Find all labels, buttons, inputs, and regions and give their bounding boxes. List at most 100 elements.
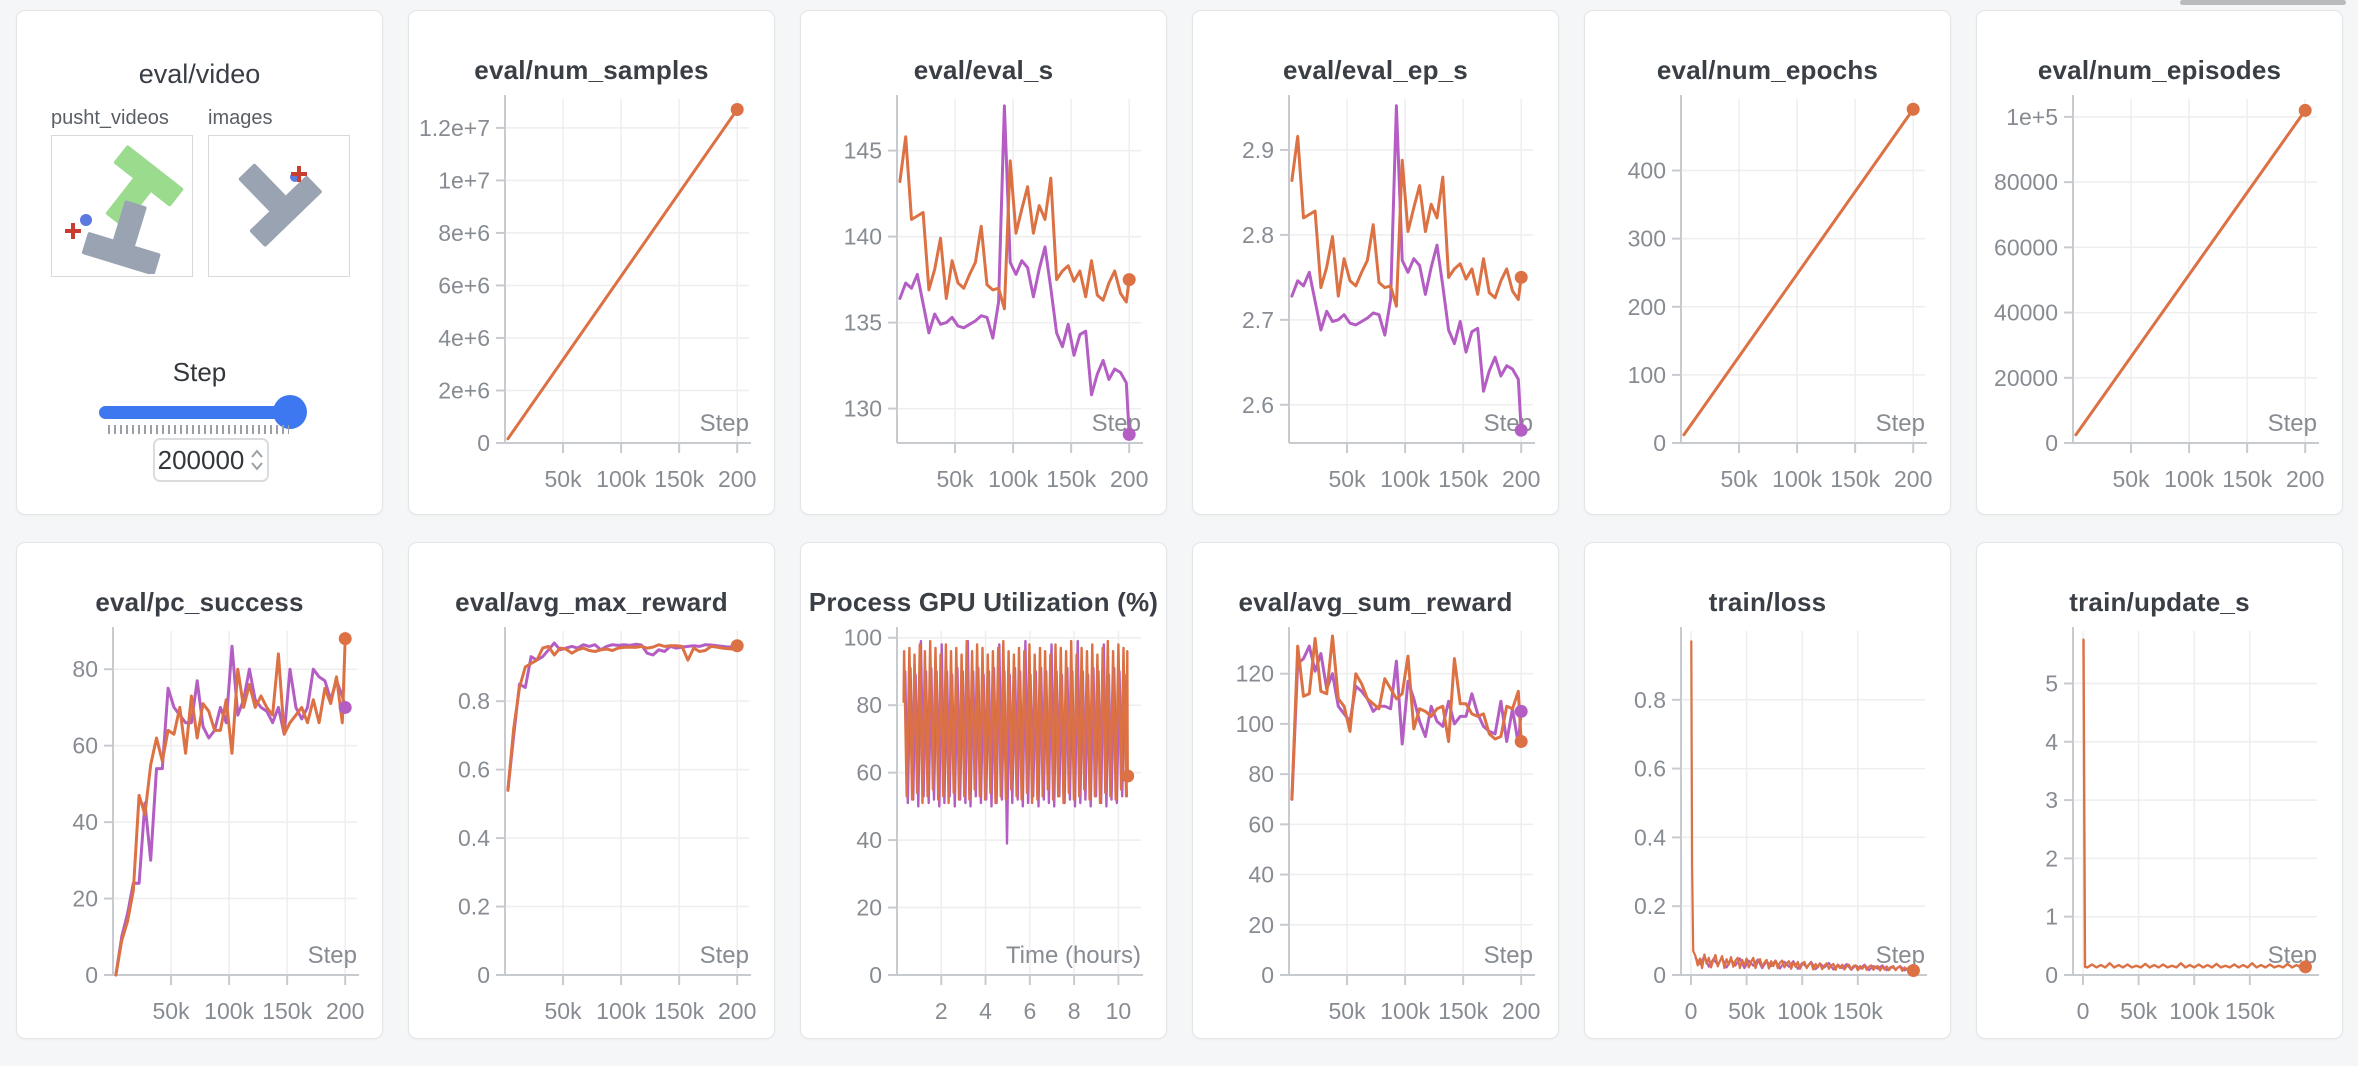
- x-axis-title: Step: [700, 942, 749, 969]
- x-tick-label: 150k: [1438, 998, 1488, 1024]
- panel-gpu-utilization[interactable]: Process GPU Utilization (%) 0 20 40 60 80 100…: [800, 542, 1167, 1039]
- series-orange-line: [1290, 134, 1523, 308]
- y-tick-label: 140: [844, 224, 882, 250]
- series-orange-endpoint-dot: [1906, 102, 1920, 116]
- y-tick-label: 0.4: [1634, 824, 1666, 850]
- target-cross-icon: [65, 223, 81, 239]
- chart-title: eval/num_samples: [474, 55, 709, 85]
- x-tick-label: 150k: [1438, 466, 1488, 492]
- y-tick-label: 100: [1236, 711, 1274, 737]
- x-tick-label: 150k: [262, 998, 312, 1024]
- y-tick-label: 4: [2045, 729, 2058, 755]
- panel-train-loss[interactable]: train/loss 0 0.2 0.4 0.6 0.8 0 50k 100k 150k Step: [1584, 542, 1951, 1039]
- chevron-up-down-icon[interactable]: [250, 448, 264, 472]
- gray-t-shape: [81, 200, 161, 276]
- chart-avg-max-reward[interactable]: 0 0.2 0.4 0.6 0.8 50k 100k 150k 200 Step: [409, 623, 775, 1033]
- slider-tick-marks: [108, 425, 289, 434]
- series-orange-line: [898, 135, 1131, 311]
- y-tick-label: 0.2: [458, 894, 490, 920]
- y-tick-label: 4e+6: [438, 325, 490, 351]
- media-label-pusht-videos: pusht_videos: [51, 107, 169, 129]
- y-tick-label: 0.2: [1634, 893, 1666, 919]
- panel-eval-num-samples[interactable]: eval/num_samples 0 2e+6 4e+6 6e+6 8e+6 1e+7 1.…: [408, 10, 775, 515]
- x-tick-label: 0: [1685, 998, 1698, 1024]
- video-thumbnail-pusht[interactable]: [51, 135, 193, 277]
- series-orange-endpoint-dot: [338, 632, 352, 646]
- series-orange-line: [1682, 107, 1915, 437]
- chart-title: eval/num_epochs: [1656, 55, 1879, 85]
- chart-num-samples[interactable]: 0 2e+6 4e+6 6e+6 8e+6 1e+7 1.2e+7 50k 100k 150k 20…: [409, 91, 775, 501]
- chart-title: eval/avg_max_reward: [455, 587, 728, 617]
- y-tick-label: 0: [1653, 430, 1666, 456]
- series-orange-line: [2082, 638, 2307, 969]
- y-tick-label: 1: [2045, 904, 2058, 930]
- y-tick-label: 80: [856, 692, 882, 718]
- y-tick-label: 2.8: [1242, 222, 1274, 248]
- step-value-input[interactable]: 200000: [153, 438, 269, 482]
- x-tick-label: 100k: [1380, 998, 1430, 1024]
- panel-eval-video[interactable]: eval/video pusht_videos images: [16, 10, 383, 515]
- chart-title: eval/avg_sum_reward: [1238, 587, 1513, 617]
- series-orange-endpoint-dot: [1514, 270, 1528, 284]
- x-tick-label: 50k: [153, 998, 191, 1024]
- panel-eval-num-episodes[interactable]: eval/num_episodes 0 20000 40000 60000 80000 1…: [1976, 10, 2343, 515]
- x-tick-label: 200: [2286, 466, 2324, 492]
- y-tick-label: 0: [1653, 962, 1666, 988]
- series-purple-line: [1290, 644, 1523, 801]
- y-tick-label: 130: [844, 396, 882, 422]
- x-tick-label: 200: [1894, 466, 1932, 492]
- x-tick-label: 200: [1502, 466, 1540, 492]
- stepper-buttons[interactable]: [250, 448, 264, 472]
- series-purple-endpoint-dot: [338, 700, 352, 714]
- x-tick-label: 50k: [2120, 998, 2158, 1024]
- y-tick-label: 2: [2045, 845, 2058, 871]
- series-orange-line: [902, 639, 1129, 805]
- step-slider-track[interactable]: [99, 395, 307, 429]
- step-slider-label: Step: [172, 357, 227, 387]
- panel-eval-eval-s[interactable]: eval/eval_s 130 135 140 145 50k 100k 150k 200 St…: [800, 10, 1167, 515]
- target-cross-icon: [291, 166, 307, 182]
- y-tick-label: 145: [844, 138, 882, 164]
- series-orange-endpoint-dot: [730, 103, 744, 117]
- step-slider-thumb[interactable]: [273, 395, 307, 429]
- chart-gpu-utilization[interactable]: 0 20 40 60 80 100 2 4 6 8 10 Time (hours): [801, 623, 1167, 1033]
- panel-eval-avg-sum-reward[interactable]: eval/avg_sum_reward 0 20 40 60 80 100 120 50k 10…: [1192, 542, 1559, 1039]
- series-orange-line: [506, 643, 739, 792]
- chart-num-epochs[interactable]: 0 100 200 300 400 50k 100k 150k 200 Step: [1585, 91, 1951, 501]
- y-tick-label: 120: [1236, 661, 1274, 687]
- chart-num-episodes[interactable]: 0 20000 40000 60000 80000 1e+5 50k 100k 150k 200 S…: [1977, 91, 2343, 501]
- x-tick-label: 150k: [1046, 466, 1096, 492]
- x-tick-label: 150k: [654, 998, 704, 1024]
- series-purple-endpoint-dot: [1514, 423, 1528, 437]
- chart-pc-success[interactable]: 0 20 40 60 80 50k 100k 150k 200 Step: [17, 623, 383, 1033]
- panel-train-update-s[interactable]: train/update_s 0 1 2 3 4 5 0 50k 100k 150k Step: [1976, 542, 2343, 1039]
- x-tick-label: 50k: [1329, 998, 1367, 1024]
- y-tick-label: 0: [477, 430, 490, 456]
- y-tick-label: 0: [2045, 430, 2058, 456]
- panel-eval-pc-success[interactable]: eval/pc_success 0 20 40 60 80 50k 100k 150k 200 S…: [16, 542, 383, 1039]
- x-tick-label: 200: [1110, 466, 1148, 492]
- panel-eval-avg-max-reward[interactable]: eval/avg_max_reward 0 0.2 0.4 0.6 0.8 50k 100k…: [408, 542, 775, 1039]
- horizontal-scrollbar[interactable]: [2180, 0, 2346, 5]
- x-tick-label: 100k: [1380, 466, 1430, 492]
- panel-eval-eval-ep-s[interactable]: eval/eval_ep_s 2.6 2.7 2.8 2.9 50k 100k 150k 20…: [1192, 10, 1559, 515]
- panel-eval-num-epochs[interactable]: eval/num_epochs 0 100 200 300 400 50k 100k 150k…: [1584, 10, 1951, 515]
- x-tick-label: 50k: [1728, 998, 1766, 1024]
- y-tick-label: 2e+6: [438, 377, 490, 403]
- chart-avg-sum-reward[interactable]: 0 20 40 60 80 100 120 50k 100k 150k 200 Step: [1193, 623, 1559, 1033]
- chart-train-loss[interactable]: 0 0.2 0.4 0.6 0.8 0 50k 100k 150k Step: [1585, 623, 1951, 1033]
- y-tick-label: 0: [869, 962, 882, 988]
- agent-dot-icon: [80, 214, 92, 226]
- y-tick-label: 60: [856, 760, 882, 786]
- video-thumbnail-images[interactable]: [208, 135, 350, 277]
- y-tick-label: 0.6: [1634, 756, 1666, 782]
- y-tick-label: 2.6: [1242, 392, 1274, 418]
- x-tick-label: 100k: [2164, 466, 2214, 492]
- x-tick-label: 150k: [2222, 466, 2272, 492]
- x-tick-label: 0: [2077, 998, 2090, 1024]
- x-axis-title: Step: [1876, 942, 1925, 969]
- series-orange-endpoint-dot: [2298, 960, 2312, 974]
